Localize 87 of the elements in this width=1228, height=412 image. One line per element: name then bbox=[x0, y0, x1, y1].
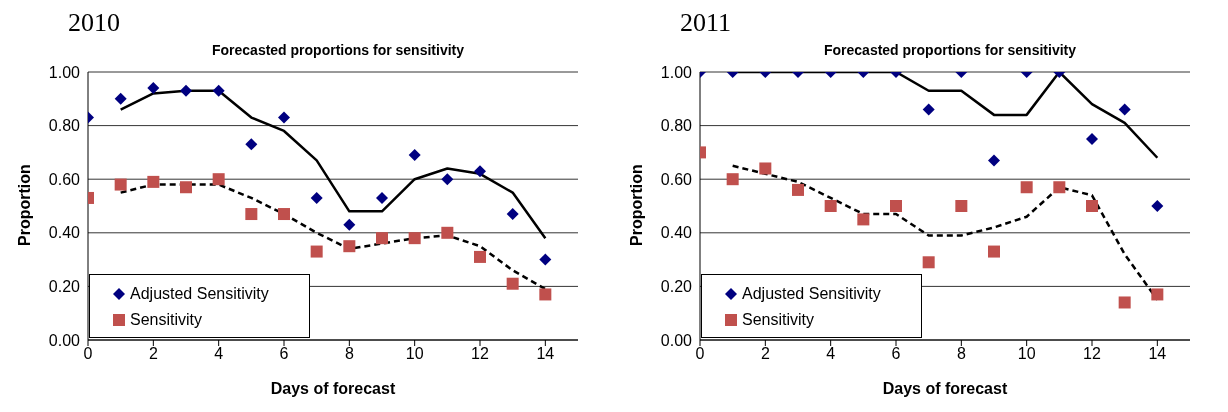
y-tick-label: 0.20 bbox=[48, 278, 81, 296]
x-tick-label: 2 bbox=[760, 345, 770, 363]
x-tick-label: 4 bbox=[214, 345, 224, 363]
point bbox=[1086, 133, 1098, 145]
x-tick-label: 2 bbox=[148, 345, 158, 363]
y-tick-label: 0.60 bbox=[660, 170, 693, 188]
point bbox=[278, 208, 290, 221]
point bbox=[1151, 288, 1164, 301]
y-tick-label: 0.20 bbox=[660, 278, 693, 296]
point bbox=[539, 288, 552, 301]
point bbox=[1053, 181, 1066, 194]
point bbox=[343, 240, 356, 253]
point bbox=[147, 82, 160, 95]
x-tick-label: 12 bbox=[1083, 345, 1101, 363]
y-tick-label: 0.00 bbox=[48, 331, 81, 349]
point bbox=[212, 84, 225, 97]
point bbox=[1020, 181, 1033, 194]
y-axis-title: Proportion bbox=[15, 164, 33, 246]
y-tick-label: 0.80 bbox=[660, 117, 693, 135]
point bbox=[988, 154, 1000, 167]
point bbox=[955, 200, 968, 212]
point bbox=[408, 149, 421, 162]
point bbox=[1086, 200, 1098, 212]
point bbox=[506, 277, 519, 290]
point bbox=[441, 173, 454, 186]
point bbox=[824, 200, 837, 212]
point bbox=[857, 213, 870, 226]
point bbox=[376, 191, 388, 204]
legend-label: Adjusted Sensitivity bbox=[742, 284, 881, 304]
x-tick-label: 14 bbox=[536, 345, 555, 363]
x-tick-label: 6 bbox=[891, 345, 901, 363]
point bbox=[278, 111, 290, 124]
x-tick-label: 0 bbox=[695, 345, 705, 363]
point bbox=[114, 92, 127, 105]
point bbox=[506, 208, 519, 221]
point bbox=[310, 245, 323, 258]
x-tick-label: 10 bbox=[1017, 345, 1036, 363]
x-tick-label: 8 bbox=[344, 345, 354, 363]
y-tick-label: 1.00 bbox=[660, 63, 693, 81]
point bbox=[988, 245, 1000, 258]
x-tick-label: 8 bbox=[956, 345, 966, 363]
x-axis-title: Days of forecast bbox=[270, 380, 396, 397]
chart-subtitle: 2010 bbox=[68, 8, 121, 39]
chart-title: Forecasted proportions for sensitivity bbox=[822, 42, 1078, 60]
x-tick-label: 12 bbox=[471, 345, 489, 363]
point bbox=[245, 138, 258, 151]
x-axis-title: Days of forecast bbox=[882, 380, 1008, 397]
legend-label: Sensitivity bbox=[130, 310, 203, 330]
point bbox=[408, 232, 421, 245]
x-tick-label: 10 bbox=[405, 345, 424, 363]
point bbox=[726, 173, 739, 186]
point bbox=[114, 178, 127, 191]
point bbox=[147, 175, 160, 188]
x-tick-label: 6 bbox=[279, 345, 289, 363]
point bbox=[180, 181, 192, 194]
point bbox=[922, 103, 935, 116]
legend-label: Sensitivity bbox=[742, 310, 815, 330]
point bbox=[376, 232, 388, 245]
chart-title: Forecasted proportions for sensitivity bbox=[210, 42, 466, 60]
point bbox=[474, 165, 486, 178]
point bbox=[212, 173, 225, 186]
y-tick-label: 0.80 bbox=[48, 117, 81, 135]
point bbox=[310, 191, 323, 204]
point bbox=[1118, 103, 1131, 116]
point bbox=[539, 253, 552, 266]
point bbox=[245, 208, 258, 221]
point bbox=[1151, 200, 1164, 212]
point bbox=[343, 218, 356, 231]
point bbox=[180, 84, 192, 97]
y-tick-label: 0.60 bbox=[48, 170, 81, 188]
point bbox=[441, 226, 454, 239]
point bbox=[890, 200, 902, 212]
point bbox=[759, 162, 772, 175]
y-tick-label: 0.40 bbox=[660, 224, 693, 242]
x-tick-label: 14 bbox=[1148, 345, 1167, 363]
y-tick-label: 0.40 bbox=[48, 224, 81, 242]
x-tick-label: 0 bbox=[83, 345, 93, 363]
point bbox=[792, 183, 804, 196]
chart-subtitle: 2011 bbox=[680, 8, 733, 39]
y-axis-title: Proportion bbox=[627, 164, 645, 246]
y-tick-label: 1.00 bbox=[48, 63, 81, 81]
point bbox=[474, 250, 486, 263]
point bbox=[922, 256, 935, 269]
x-tick-label: 4 bbox=[826, 345, 836, 363]
legend-label: Adjusted Sensitivity bbox=[130, 284, 269, 304]
y-tick-label: 0.00 bbox=[660, 331, 693, 349]
point bbox=[1118, 296, 1131, 309]
